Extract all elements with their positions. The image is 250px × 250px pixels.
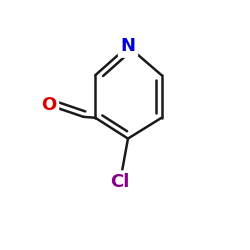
Text: Cl: Cl [110, 173, 130, 191]
Text: O: O [41, 96, 56, 114]
Text: N: N [120, 37, 136, 55]
